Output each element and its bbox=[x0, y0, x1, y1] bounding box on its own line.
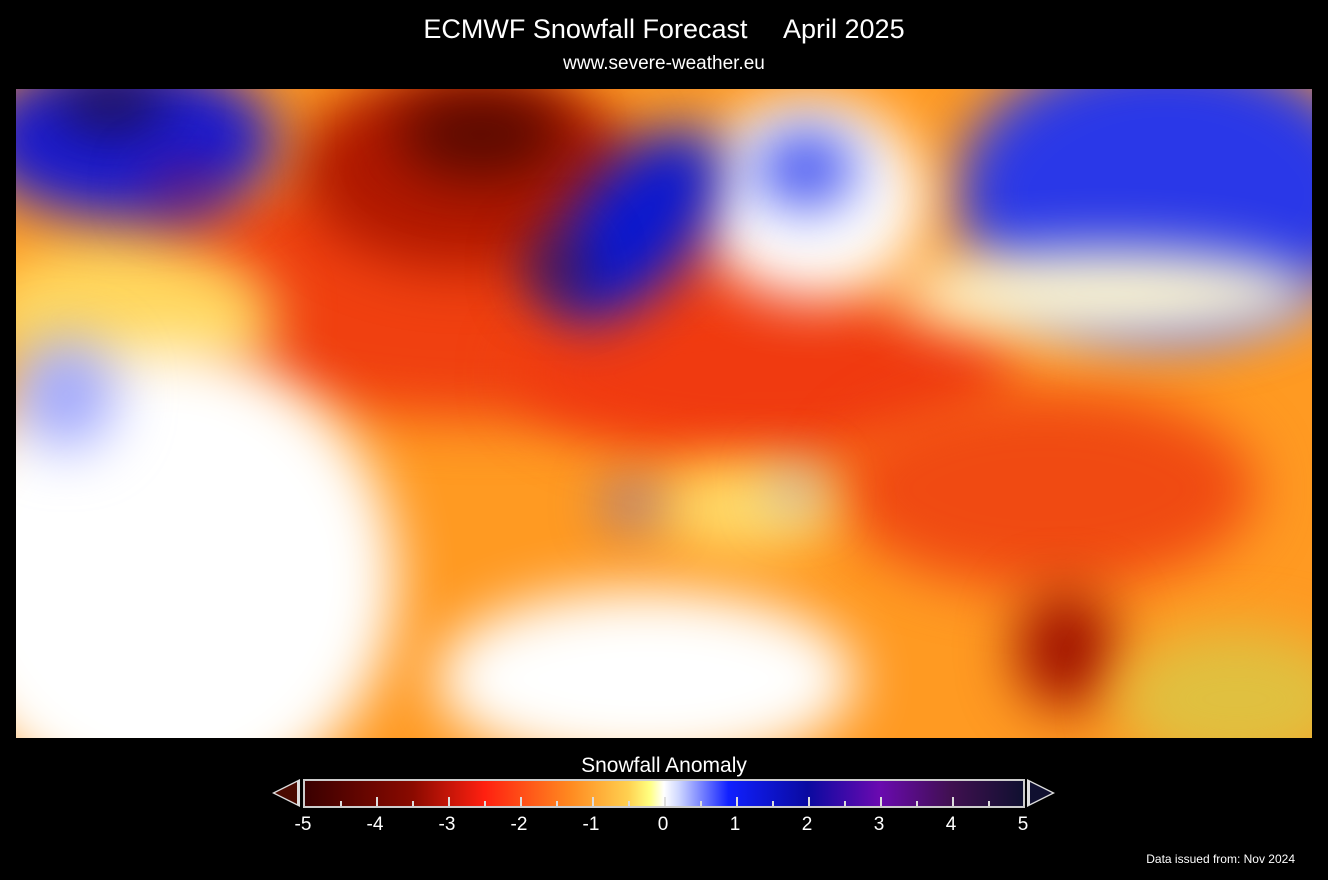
colorbar-label: 0 bbox=[657, 814, 669, 835]
colorbar-label: 4 bbox=[945, 814, 957, 835]
snowfall-anomaly-map bbox=[16, 89, 1312, 738]
colorbar-tick bbox=[700, 801, 702, 806]
colorbar-label: -5 bbox=[294, 814, 312, 835]
colorbar-tick bbox=[376, 797, 378, 806]
source-url: www.severe-weather.eu bbox=[563, 53, 765, 74]
anomaly-region bbox=[526, 239, 586, 299]
colorbar-label: 5 bbox=[1017, 814, 1029, 835]
anomaly-region bbox=[896, 249, 1312, 339]
anomaly-region bbox=[1016, 589, 1116, 709]
colorbar-tick bbox=[592, 797, 594, 806]
map-title: ECMWF Snowfall Forecast April 2025 bbox=[0, 14, 1328, 45]
colorbar-tick bbox=[952, 797, 954, 806]
anomaly-region bbox=[756, 129, 856, 209]
anomaly-region bbox=[56, 89, 166, 129]
colorbar-tick bbox=[556, 801, 558, 806]
title-period: April 2025 bbox=[783, 14, 905, 44]
colorbar-max-arrow bbox=[1027, 779, 1055, 807]
anomaly-region bbox=[776, 469, 816, 509]
colorbar-tick bbox=[808, 797, 810, 806]
colorbar-min-arrow bbox=[272, 779, 300, 807]
anomaly-region bbox=[16, 339, 116, 449]
colorbar-tick bbox=[880, 797, 882, 806]
anomaly-region bbox=[606, 489, 656, 519]
colorbar-tick bbox=[844, 801, 846, 806]
colorbar-label: 3 bbox=[873, 814, 885, 835]
colorbar-tick bbox=[736, 797, 738, 806]
colorbar-tick bbox=[520, 797, 522, 806]
colorbar-label: -2 bbox=[510, 814, 528, 835]
anomaly-region bbox=[436, 589, 856, 738]
colorbar-tick bbox=[484, 801, 486, 806]
colorbar-tick bbox=[988, 801, 990, 806]
colorbar-label: -3 bbox=[438, 814, 456, 835]
colorbar-tick bbox=[412, 801, 414, 806]
anomaly-region bbox=[836, 389, 1256, 589]
colorbar-label: -4 bbox=[366, 814, 384, 835]
issue-date: Data issued from: Nov 2024 bbox=[1146, 852, 1295, 866]
colorbar-tick bbox=[628, 801, 630, 806]
colorbar-tick bbox=[772, 801, 774, 806]
colorbar-tick bbox=[340, 801, 342, 806]
colorbar-tick bbox=[664, 797, 666, 806]
colorbar-tick bbox=[448, 797, 450, 806]
anomaly-region bbox=[146, 169, 226, 209]
colorbar-label: 2 bbox=[801, 814, 813, 835]
anomaly-region bbox=[1116, 629, 1312, 738]
colorbar-tick bbox=[916, 801, 918, 806]
colorbar-title: Snowfall Anomaly bbox=[581, 754, 747, 777]
title-text: ECMWF Snowfall Forecast bbox=[423, 14, 748, 44]
colorbar-label: 1 bbox=[729, 814, 741, 835]
anomaly-region bbox=[396, 89, 566, 179]
colorbar bbox=[303, 779, 1025, 808]
colorbar-label: -1 bbox=[582, 814, 600, 835]
